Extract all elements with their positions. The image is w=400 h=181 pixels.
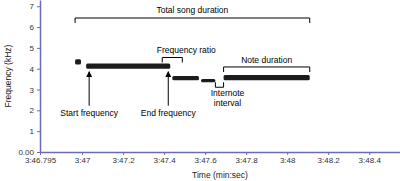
y-tick-mark [37, 48, 40, 49]
frequency-ratio-bracket [162, 58, 182, 63]
note [201, 79, 215, 82]
note [224, 75, 310, 80]
x-tick: 3:47 [75, 152, 91, 165]
y-tick-mark [37, 90, 40, 91]
start-frequency-arrow [89, 72, 90, 106]
x-tick-label: 3:47.2 [112, 156, 135, 165]
y-tick-mark [37, 131, 40, 132]
x-tick-label: 3:48.4 [359, 156, 382, 165]
x-tick-label: 3:47 [75, 156, 91, 165]
note-duration-bracket [224, 67, 310, 72]
internote-interval-line: interval [214, 98, 242, 108]
total-duration-bracket [75, 18, 310, 23]
x-axis-title: Time (min:sec) [192, 170, 248, 180]
y-tick: 1 [30, 127, 40, 136]
x-tick: 3:48.2 [318, 152, 341, 165]
y-tick-mark [37, 27, 40, 28]
x-tick-mark [287, 152, 288, 155]
x-tick-label: 3:48.2 [318, 156, 341, 165]
x-axis-line [41, 152, 400, 154]
x-tick: 3:47.8 [236, 152, 259, 165]
x-tick-label: 3:46.795 [25, 156, 57, 165]
note [86, 64, 170, 69]
x-tick: 3:48.4 [359, 152, 382, 165]
y-tick-label: 4 [30, 65, 35, 74]
frequency-ratio-label: Frequency ratio [157, 45, 216, 55]
y-tick-label: 5 [30, 44, 35, 53]
y-tick-label: 6 [30, 23, 35, 32]
y-tick-label: 2 [30, 106, 35, 115]
y-tick-label: 3 [30, 86, 35, 95]
x-tick-mark [82, 152, 83, 155]
note [172, 76, 199, 80]
x-tick: 3:48 [280, 152, 296, 165]
y-tick: 6 [30, 23, 40, 32]
y-axis-line [40, 1, 42, 153]
y-axis-title: Frequency (kHz) [3, 44, 13, 107]
total-duration-label: Total song duration [156, 5, 228, 15]
end-frequency-arrow [168, 72, 169, 106]
annotations: Total song duration Frequency ratio Start … [60, 5, 309, 118]
end-frequency-label: End frequency [141, 108, 197, 118]
x-tick-mark [40, 152, 41, 155]
x-tick-label: 3:48 [280, 156, 296, 165]
x-tick-mark [369, 152, 370, 155]
note [75, 59, 81, 64]
x-tick-label: 3:47.6 [195, 156, 218, 165]
note-duration-label: Note duration [241, 55, 292, 65]
y-tick: 7 [30, 2, 40, 11]
start-frequency-label: Start frequency [60, 108, 118, 118]
y-tick-mark [37, 69, 40, 70]
chart: 0.0012345673:46.7953:473:47.23:47.43:47.… [0, 0, 400, 181]
y-tick-label: 7 [30, 2, 35, 11]
y-axis: 0.001234567 [18, 1, 40, 158]
x-tick-label: 3:47.8 [236, 156, 259, 165]
x-tick-mark [164, 152, 165, 155]
y-tick: 3 [30, 86, 40, 95]
x-tick-mark [205, 152, 206, 155]
x-tick-mark [328, 152, 329, 155]
y-tick: 2 [30, 106, 40, 115]
x-tick-label: 3:47.4 [153, 156, 176, 165]
x-tick: 3:47.4 [153, 152, 176, 165]
y-tick-mark [37, 152, 40, 153]
internote-interval-bracket [215, 82, 223, 87]
y-tick: 4 [30, 65, 40, 74]
x-axis: 3:46.795 3:47 3:47.2 3:47.4 3:47.6 3:47.8 3:48… [25, 152, 400, 165]
x-tick: 3:47.6 [195, 152, 218, 165]
y-tick-mark [37, 6, 40, 7]
x-tick: 3:46.795 [25, 152, 57, 165]
internote-interval-label: Internoteinterval [211, 88, 245, 107]
x-tick-mark [123, 152, 124, 155]
x-tick: 3:47.2 [112, 152, 135, 165]
y-tick-mark [37, 110, 40, 111]
y-tick: 5 [30, 44, 40, 53]
y-tick-label: 1 [30, 127, 35, 136]
x-tick-mark [246, 152, 247, 155]
